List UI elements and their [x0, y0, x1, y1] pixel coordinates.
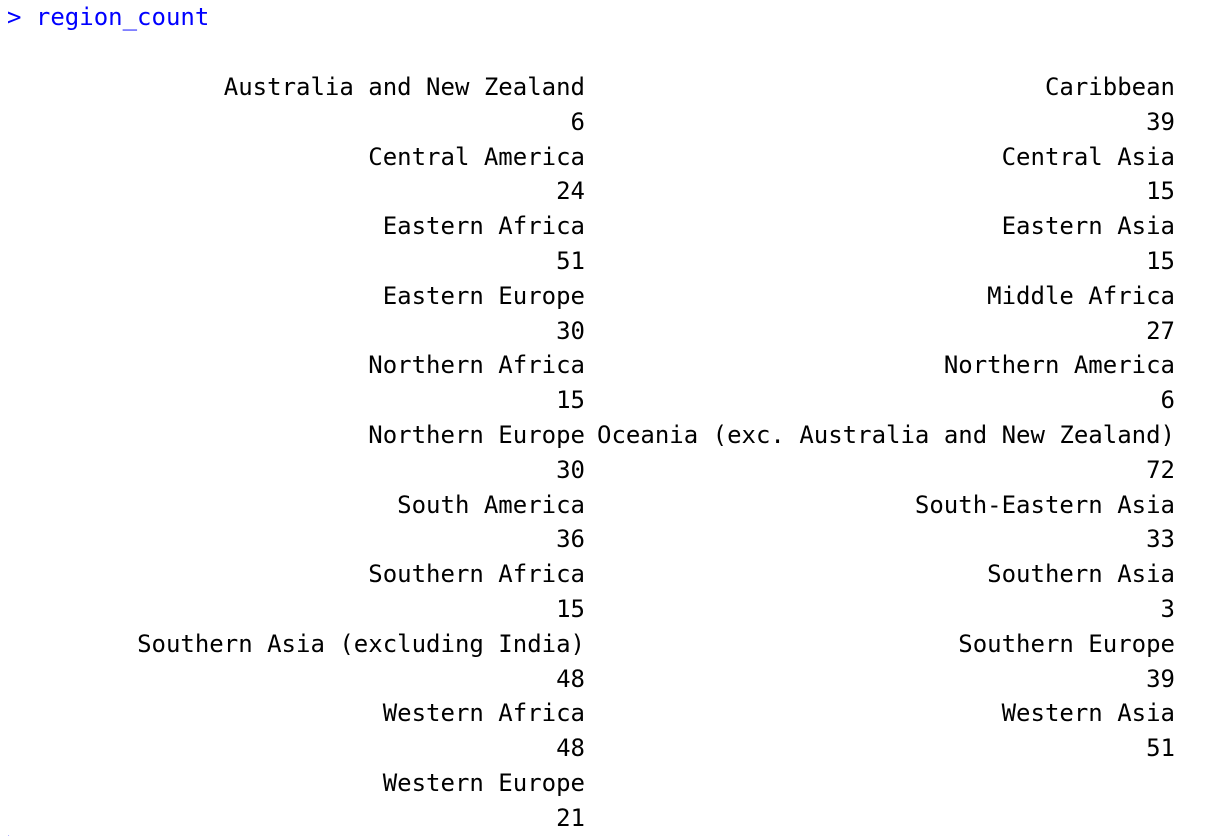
region-count-value: 36 [556, 525, 585, 554]
region-name: Australia and New Zealand [223, 73, 585, 101]
region-count-value: 3 [1160, 594, 1175, 623]
output-names-row: Western Europe [0, 766, 1222, 801]
region-count-value: 33 [1146, 525, 1175, 554]
output-counts-row: 48 39 [0, 662, 1222, 697]
region-name: Oceania (exc. Australia and New Zealand) [597, 420, 1175, 449]
output-counts-row: 6 39 [0, 105, 1222, 140]
region-name: Middle Africa [987, 281, 1175, 310]
region-name: Northern Europe [368, 420, 585, 449]
region-count-value: 39 [1146, 664, 1175, 693]
region-name: South-Eastern Asia [914, 490, 1175, 519]
region-name: Southern Europe [958, 629, 1175, 658]
region-name: Northern America [943, 351, 1175, 380]
region-count-value: 30 [556, 316, 585, 345]
region-name: Western Asia [1001, 699, 1175, 728]
region-count-value: 15 [556, 594, 585, 623]
output-counts-row: 24 15 [0, 174, 1222, 209]
region-count-value: 15 [556, 386, 585, 415]
output-names-row: Australia and New Zealand Caribbean [0, 70, 1222, 105]
region-name: Southern Africa [368, 560, 585, 589]
region-name: Eastern Asia [1001, 212, 1175, 241]
output-counts-row: 30 27 [0, 314, 1222, 349]
region-count-value: 15 [1146, 246, 1175, 275]
output-counts-row: 15 3 [0, 592, 1222, 627]
region-name: Western Africa [382, 699, 585, 728]
output-names-row: Southern Asia (excluding India) Southern … [0, 627, 1222, 662]
next-prompt-symbol: > [7, 824, 21, 836]
region-count-value: 15 [1146, 177, 1175, 206]
region-count-value: 51 [556, 246, 585, 275]
output-names-row: Eastern Africa Eastern Asia [0, 209, 1222, 244]
console-output: Australia and New Zealand Caribbean 6 39 Cen… [0, 70, 1222, 836]
region-count-value: 48 [556, 734, 585, 763]
region-name: Western Europe [382, 768, 585, 797]
output-counts-row: 15 6 [0, 383, 1222, 418]
command-text: region_count [35, 3, 210, 31]
command-line[interactable]: > region_count [7, 0, 209, 34]
region-count-value: 48 [556, 664, 585, 693]
output-names-row: Central America Central Asia [0, 140, 1222, 175]
output-counts-row: 30 72 [0, 453, 1222, 488]
output-names-row: Southern Africa Southern Asia [0, 557, 1222, 592]
region-count-value: 51 [1146, 734, 1175, 763]
region-name: Eastern Europe [382, 281, 585, 310]
region-count-value: 21 [556, 803, 585, 832]
output-counts-row: 21 [0, 801, 1222, 836]
output-names-row: Northern Africa Northern America [0, 348, 1222, 383]
region-count-value: 30 [556, 455, 585, 484]
region-name: Southern Asia (excluding India) [137, 629, 585, 658]
prompt-symbol: > [7, 3, 22, 31]
region-name: Central Asia [1001, 142, 1175, 171]
output-names-row: South America South-Eastern Asia [0, 488, 1222, 523]
region-count-value: 6 [570, 107, 585, 136]
output-names-row: Western Africa Western Asia [0, 696, 1222, 731]
region-name: Eastern Africa [382, 212, 585, 241]
region-count-value: 27 [1146, 316, 1175, 345]
region-count-value: 72 [1146, 455, 1175, 484]
region-name: Southern Asia [987, 560, 1175, 589]
region-count-value: 24 [556, 177, 585, 206]
region-count-value: 6 [1160, 386, 1175, 415]
region-name: Northern Africa [368, 351, 585, 380]
region-count-value: 39 [1146, 107, 1175, 136]
region-name: Caribbean [1044, 73, 1175, 101]
output-names-row: Northern Europe Oceania (exc. Australia a… [0, 418, 1222, 453]
region-name: South America [397, 490, 585, 519]
region-name: Central America [368, 142, 585, 171]
output-counts-row: 51 15 [0, 244, 1222, 279]
output-counts-row: 48 51 [0, 731, 1222, 766]
output-names-row: Eastern Europe Middle Africa [0, 279, 1222, 314]
output-counts-row: 36 33 [0, 522, 1222, 557]
